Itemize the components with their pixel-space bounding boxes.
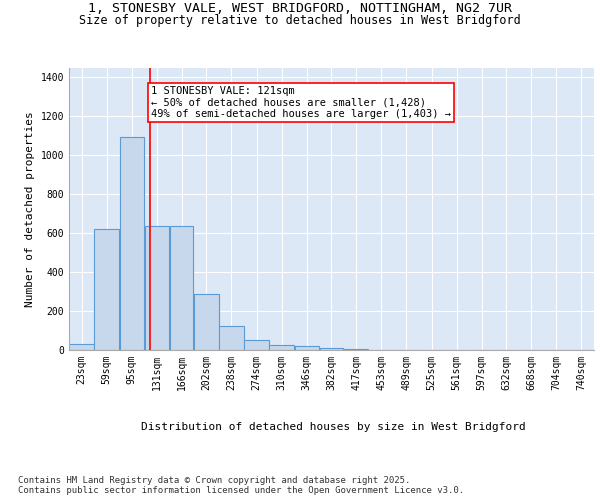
Bar <box>145 226 169 350</box>
Text: 1 STONESBY VALE: 121sqm
← 50% of detached houses are smaller (1,428)
49% of semi: 1 STONESBY VALE: 121sqm ← 50% of detache… <box>151 86 451 119</box>
Y-axis label: Number of detached properties: Number of detached properties <box>25 111 35 306</box>
Text: 1, STONESBY VALE, WEST BRIDGFORD, NOTTINGHAM, NG2 7UR: 1, STONESBY VALE, WEST BRIDGFORD, NOTTIN… <box>88 2 512 16</box>
Bar <box>70 344 94 350</box>
Text: Contains HM Land Registry data © Crown copyright and database right 2025.
Contai: Contains HM Land Registry data © Crown c… <box>18 476 464 495</box>
Bar <box>244 340 269 350</box>
Text: Distribution of detached houses by size in West Bridgford: Distribution of detached houses by size … <box>140 422 526 432</box>
Bar <box>269 345 294 350</box>
Bar <box>94 229 119 350</box>
Bar <box>295 346 319 350</box>
Text: Size of property relative to detached houses in West Bridgford: Size of property relative to detached ho… <box>79 14 521 27</box>
Bar <box>219 326 244 350</box>
Bar <box>194 294 218 350</box>
Bar <box>170 226 193 350</box>
Bar <box>119 136 144 350</box>
Bar <box>320 348 343 350</box>
